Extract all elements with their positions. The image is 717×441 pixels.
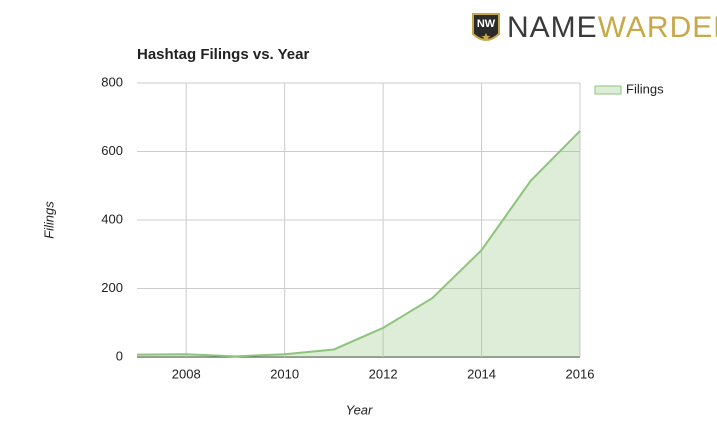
x-tick-label: 2016 xyxy=(566,366,595,381)
chart-title: Hashtag Filings vs. Year xyxy=(137,46,309,63)
area-line xyxy=(136,130,581,358)
x-tick-label: 2012 xyxy=(369,366,398,381)
logo-name-right: WARDEN xyxy=(598,11,717,44)
legend-label: Filings xyxy=(626,81,664,96)
y-tick-label: 0 xyxy=(116,348,123,363)
x-tick-label: 2008 xyxy=(172,366,201,381)
y-tick-label: 600 xyxy=(101,143,123,158)
logo-name-left: NAME xyxy=(507,11,598,44)
logo: NW NAMEWARDEN xyxy=(472,11,717,44)
area-fill xyxy=(137,130,580,357)
y-tick-label: 400 xyxy=(101,211,123,226)
x-axis-label: Year xyxy=(346,402,373,417)
logo-badge-text: NW xyxy=(477,18,496,30)
logo-star xyxy=(481,33,491,41)
x-tick-label: 2010 xyxy=(270,366,299,381)
y-tick-label: 800 xyxy=(101,74,123,89)
x-tick-label: 2014 xyxy=(467,366,496,381)
logo-text: NAMEWARDEN xyxy=(507,11,717,44)
legend-swatch xyxy=(594,85,622,95)
y-axis-label: Filings xyxy=(41,201,56,239)
y-tick-label: 200 xyxy=(101,280,123,295)
